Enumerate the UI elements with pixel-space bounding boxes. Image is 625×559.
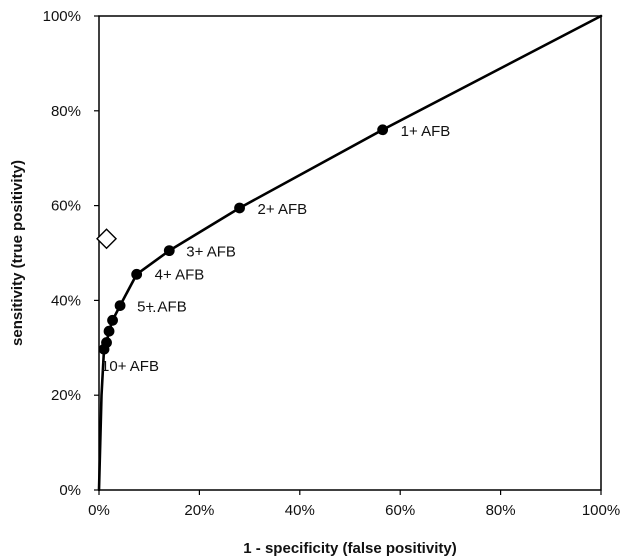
- y-axis-title: sensitivity (true positivity): [9, 160, 26, 346]
- threshold-point: [377, 124, 389, 136]
- x-tick-label: 20%: [184, 502, 214, 519]
- y-tick-label: 60%: [51, 198, 81, 215]
- reference-diamond: [96, 228, 118, 250]
- x-axis-title: 1 - specificity (false positivity): [243, 540, 456, 557]
- y-tick-label: 40%: [51, 292, 81, 309]
- point-label: 2+ AFB: [258, 201, 308, 218]
- x-tick-label: 80%: [486, 502, 516, 519]
- point-label: 10+ AFB: [101, 358, 159, 375]
- point-label: 3+ AFB: [186, 244, 236, 261]
- threshold-point: [103, 325, 115, 337]
- point-label: ...: [148, 299, 161, 316]
- plot-frame: [98, 15, 602, 491]
- x-tick-label: 40%: [285, 502, 315, 519]
- point-label: 5+ AFB: [137, 299, 187, 316]
- threshold-point: [101, 337, 112, 348]
- threshold-point: [234, 202, 245, 214]
- x-tick-label: 0%: [88, 502, 110, 519]
- y-tick-label: 0%: [59, 482, 81, 499]
- y-tick-label: 100%: [43, 8, 81, 25]
- x-tick-label: 60%: [385, 502, 415, 519]
- roc-curve: [97, 14, 603, 492]
- y-tick-label: 20%: [51, 387, 81, 404]
- threshold-point: [131, 268, 143, 280]
- threshold-point: [107, 314, 118, 326]
- point-label: 4+ AFB: [155, 266, 205, 283]
- y-tick-label: 80%: [51, 103, 81, 120]
- threshold-point: [114, 300, 126, 312]
- threshold-point: [163, 245, 175, 257]
- x-tick-label: 100%: [582, 502, 620, 519]
- point-label: 1+ AFB: [401, 123, 451, 140]
